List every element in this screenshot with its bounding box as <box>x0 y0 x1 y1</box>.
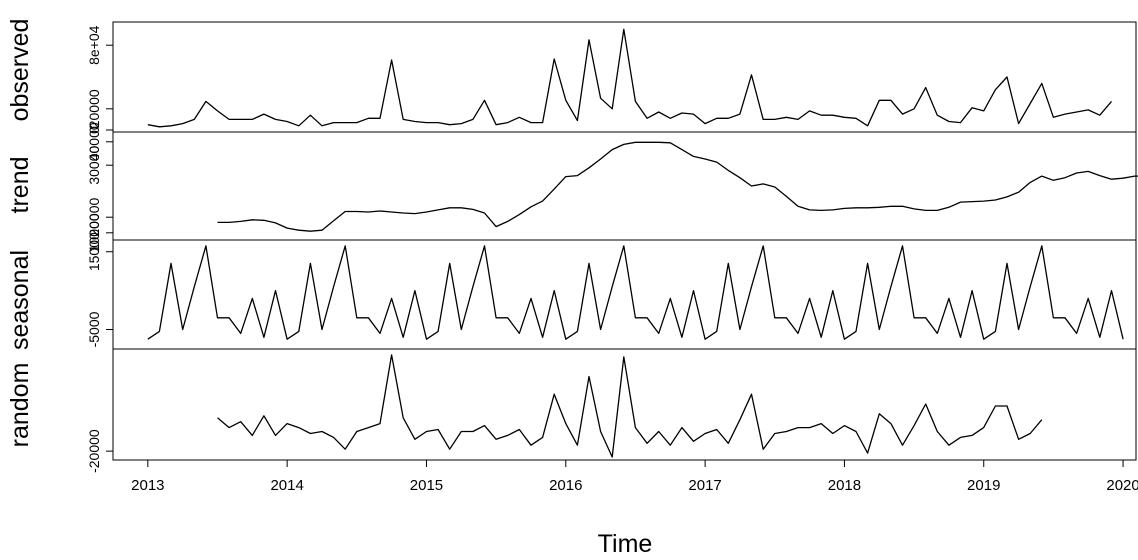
panel-label-seasonal: seasonal <box>6 250 34 350</box>
series-line-seasonal <box>147 245 1124 340</box>
ytick-label-observed-0: 0 <box>86 126 102 134</box>
xtick-label-2013: 2013 <box>131 477 164 494</box>
panel-label-trend: trend <box>6 157 34 214</box>
ytick-label-seasonal-0: -5000 <box>86 311 102 347</box>
series-line-trend <box>217 141 1138 232</box>
plot-frame <box>112 21 1137 461</box>
xtick-label-2015: 2015 <box>410 477 443 494</box>
panel-label-observed: observed <box>6 19 34 122</box>
ytick-label-random-0: -20000 <box>86 429 102 473</box>
ytick-label-trend-2: 30000 <box>86 146 102 185</box>
series-line-random <box>217 354 1043 458</box>
x-axis-label: Time <box>598 530 653 558</box>
ytick-label-trend-1: 20000 <box>86 198 102 237</box>
ytick-label-trend-3: 40000 <box>86 122 102 161</box>
panel-random: -20000 random <box>6 354 1043 473</box>
xtick-label-2016: 2016 <box>549 477 582 494</box>
panel-label-random: random <box>6 363 34 448</box>
series-line-observed <box>147 28 1112 128</box>
frame-layer <box>112 21 1137 461</box>
ytick-label-observed-1: 20000 <box>86 89 102 128</box>
panels-layer: 0200008e+04observed10000200003000040000t… <box>6 19 1138 473</box>
xtick-label-2017: 2017 <box>688 477 721 494</box>
panel-seasonal: -5000 15000 seasonal <box>6 232 1124 350</box>
xtick-label-2019: 2019 <box>967 477 1000 494</box>
xtick-label-2014: 2014 <box>270 477 303 494</box>
xtick-label-2020: 2020 <box>1106 477 1138 494</box>
ytick-label-trend-0: 10000 <box>86 213 102 252</box>
ytick-label-seasonal-1: 15000 <box>86 232 102 271</box>
ytick-label-observed-2: 8e+04 <box>86 25 102 65</box>
x-axis: 2013 2014 2015 2016 2017 2018 2019 2020 <box>131 460 1138 494</box>
xtick-label-2018: 2018 <box>828 477 861 494</box>
